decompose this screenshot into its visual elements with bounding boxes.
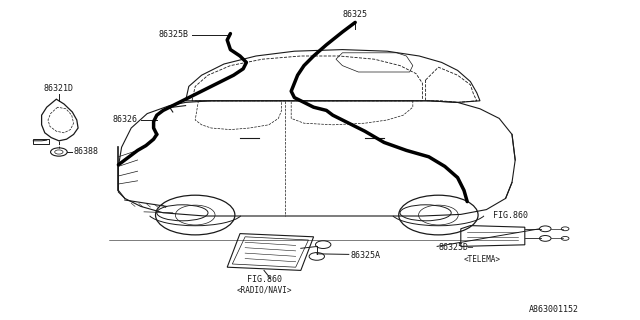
Text: 86321D: 86321D xyxy=(44,84,74,93)
Text: 86325D―: 86325D― xyxy=(438,244,474,252)
Text: 86325B: 86325B xyxy=(159,30,189,39)
Text: FIG.860: FIG.860 xyxy=(493,211,528,220)
Text: 86388: 86388 xyxy=(74,148,99,156)
Text: <TELEMA>: <TELEMA> xyxy=(464,255,501,264)
Text: A863001152: A863001152 xyxy=(529,305,579,314)
Text: FIG.860: FIG.860 xyxy=(246,276,282,284)
Text: 86325A: 86325A xyxy=(351,252,381,260)
Text: 86326: 86326 xyxy=(113,116,138,124)
Text: <RADIO/NAVI>: <RADIO/NAVI> xyxy=(236,285,292,294)
Text: 86325: 86325 xyxy=(342,10,368,19)
